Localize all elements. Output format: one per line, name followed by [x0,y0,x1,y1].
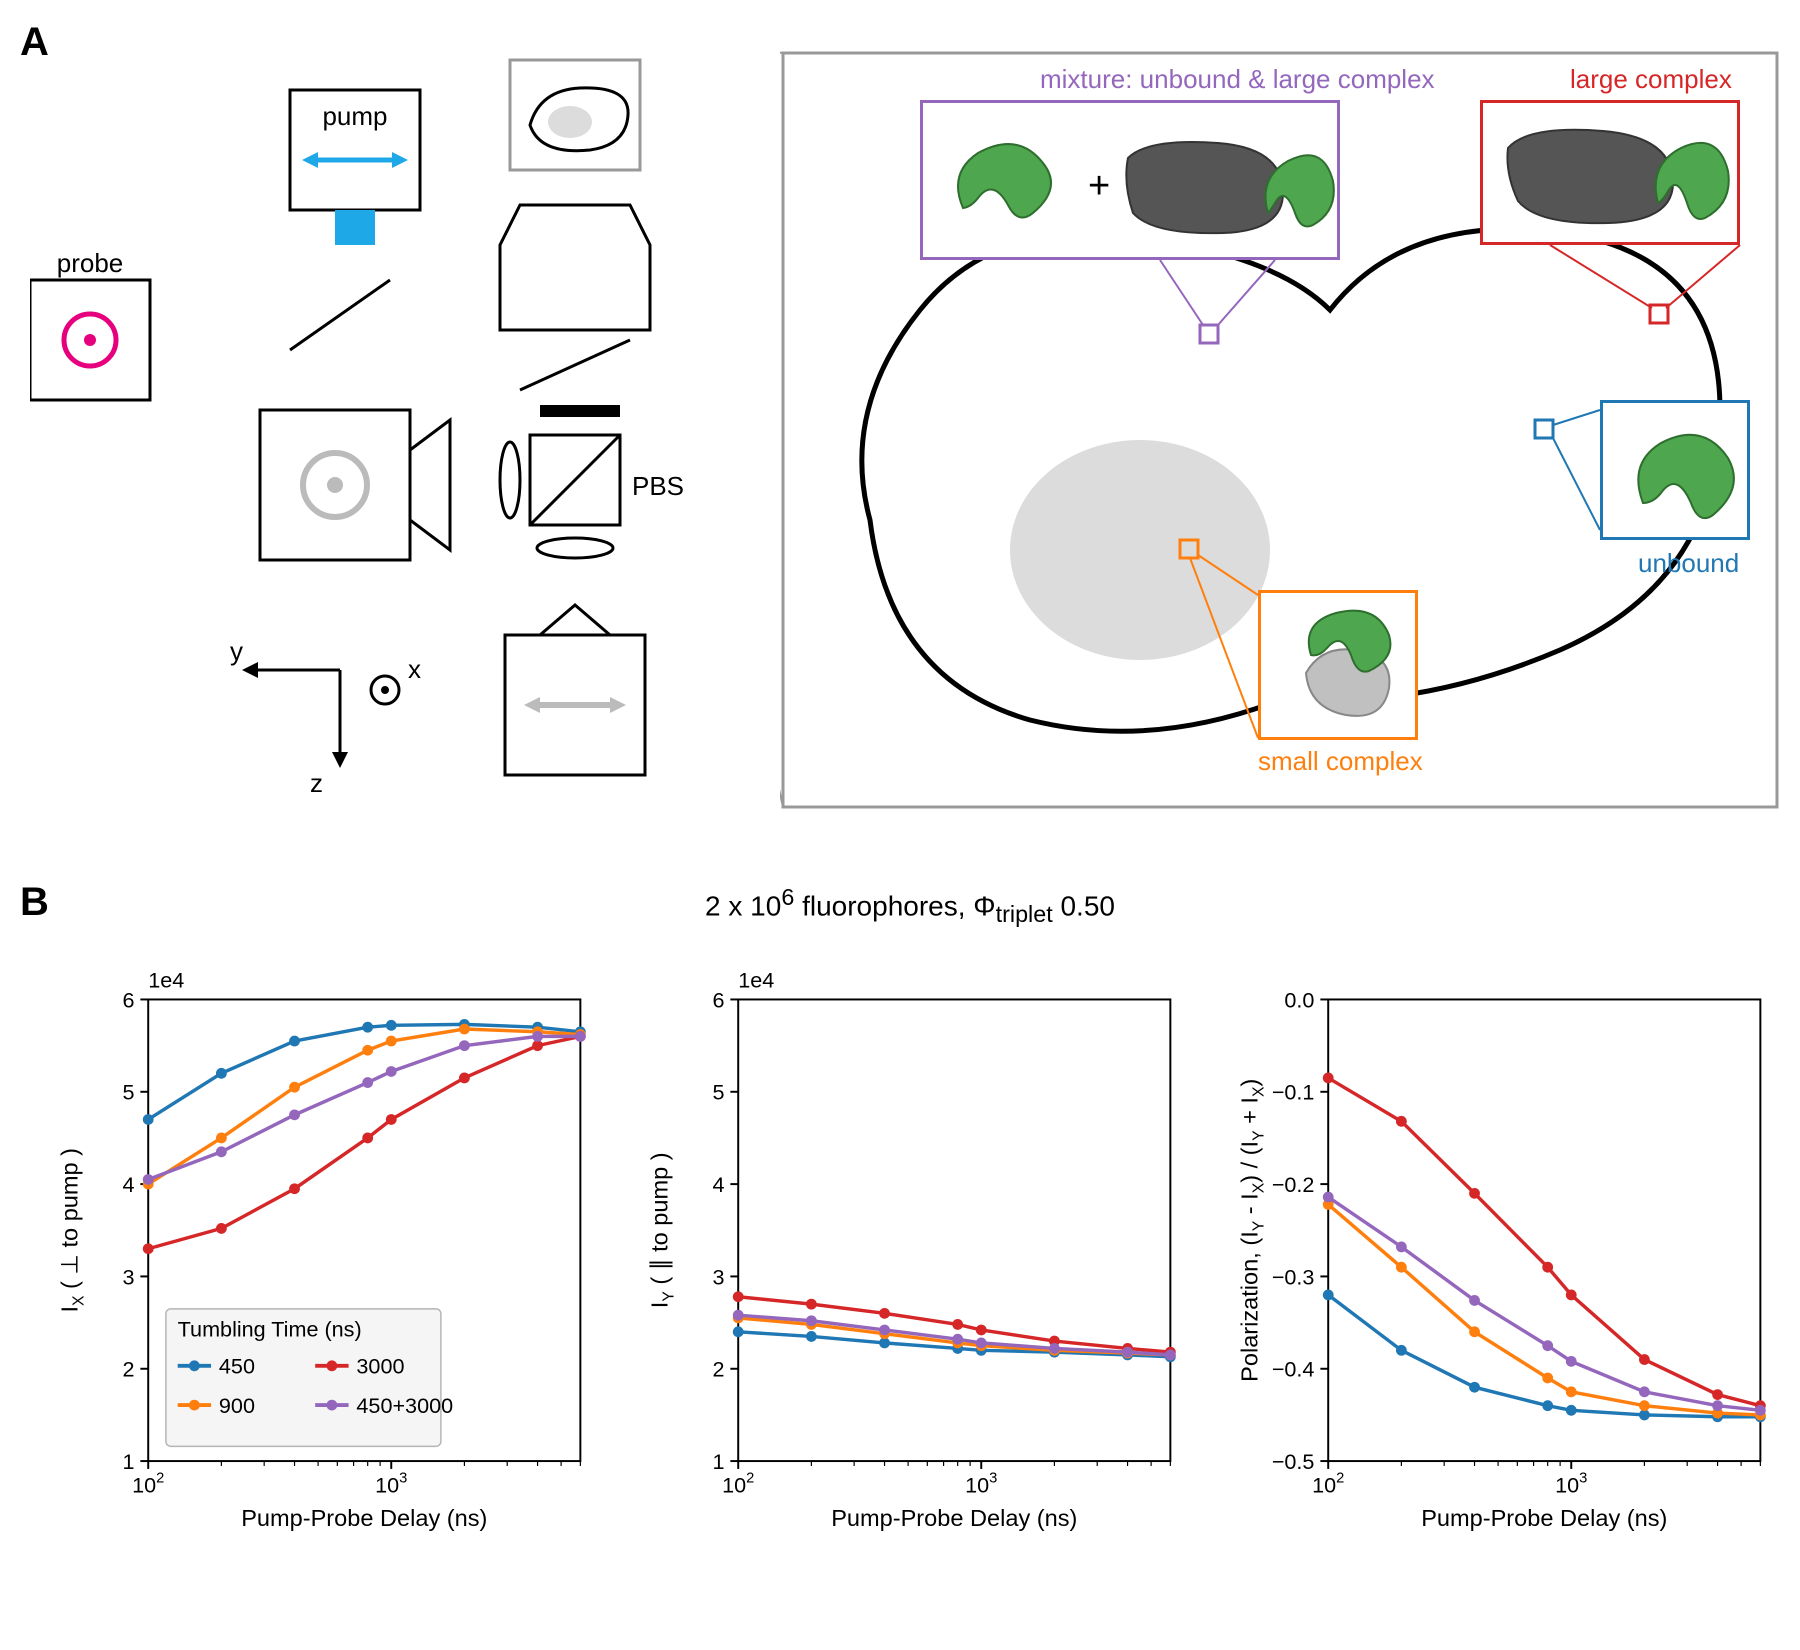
svg-text:450+3000: 450+3000 [356,1393,453,1418]
svg-text:4: 4 [712,1172,724,1197]
small-callout [1258,590,1418,740]
svg-text:900: 900 [219,1393,255,1418]
chart-pol: −0.5 −0.4 −0.3 −0.2 −0.1 0.0 102 103 Pump-Probe … [1230,925,1780,1565]
svg-text:3: 3 [712,1264,724,1289]
optical-schematic: probe pump y z x [30,50,750,840]
svg-text:pump: pump [322,101,387,131]
svg-text:z: z [310,768,323,798]
coordinate-axes: y z x [230,636,421,798]
svg-text:IY ( ∥ to pump ): IY ( ∥ to pump ) [647,1152,678,1308]
svg-text:103: 103 [1555,1471,1587,1498]
svg-text:3000: 3000 [356,1354,404,1379]
objective-lens-icon [500,205,650,330]
unbound-callout [1600,400,1750,540]
chart-iy: 1 2 3 4 5 6 102 103 1e4 Pump-Probe Delay (ns) IY (… [640,925,1190,1565]
mirror-1 [290,280,390,350]
svg-text:−0.5: −0.5 [1272,1449,1315,1474]
svg-text:PBS: PBS [632,471,684,501]
svg-text:2: 2 [712,1357,724,1382]
specimen-thumbnail [510,60,640,170]
svg-text:102: 102 [132,1471,164,1498]
chart-ix: 1 2 3 4 5 6 102 103 1e4 Pump-Probe Delay (ns) IX (… [50,925,600,1565]
svg-text:103: 103 [965,1471,997,1498]
svg-text:Pump-Probe Delay (ns): Pump-Probe Delay (ns) [241,1505,487,1531]
svg-text:−0.3: −0.3 [1272,1264,1315,1289]
svg-text:−0.1: −0.1 [1272,1080,1315,1105]
svg-text:Polarization, (IY - IX) / (IY: Polarization, (IY - IX) / (IY + IX) [1237,1079,1268,1382]
nucleus [1010,440,1270,660]
cell-diagram: mixture: unbound & large complex + large… [780,50,1780,810]
svg-text:103: 103 [375,1471,407,1498]
detector-icon [505,605,645,775]
svg-text:y: y [230,636,243,666]
svg-text:102: 102 [1312,1471,1344,1498]
svg-text:Tumbling Time (ns): Tumbling Time (ns) [178,1316,362,1341]
svg-text:x: x [408,654,421,684]
svg-text:1: 1 [122,1449,134,1474]
svg-text:IX ( ⊥ to pump ): IX ( ⊥ to pump ) [57,1148,88,1313]
mixture-label: mixture: unbound & large complex [1040,64,1435,95]
probe-box: probe [30,248,150,400]
svg-text:5: 5 [712,1080,724,1105]
svg-text:3: 3 [122,1264,134,1289]
mirror-2 [520,340,630,390]
svg-text:6: 6 [712,987,724,1012]
svg-text:1e4: 1e4 [738,968,774,993]
svg-text:−0.4: −0.4 [1272,1357,1315,1382]
large-callout [1480,100,1740,245]
svg-text:0.0: 0.0 [1284,987,1314,1012]
probe-label: probe [57,248,124,278]
svg-text:4: 4 [122,1172,134,1197]
svg-text:Pump-Probe Delay (ns): Pump-Probe Delay (ns) [1421,1505,1667,1531]
unbound-label: unbound [1638,548,1739,579]
svg-text:2: 2 [122,1357,134,1382]
panel-b-title: 2 x 106 fluorophores, Φtriplet 0.50 [560,884,1260,928]
svg-text:5: 5 [122,1080,134,1105]
svg-text:+: + [1088,165,1110,207]
svg-text:450: 450 [219,1354,255,1379]
svg-text:6: 6 [122,987,134,1012]
mixture-callout: + [920,100,1340,260]
large-label: large complex [1570,64,1732,95]
pbs-icon: PBS [500,405,684,558]
panel-b: B 2 x 106 fluorophores, Φtriplet 0.50 1 2… [20,880,1780,1630]
svg-text:Pump-Probe Delay (ns): Pump-Probe Delay (ns) [831,1505,1077,1531]
svg-text:102: 102 [722,1471,754,1498]
panel-a: A probe pump [20,20,1780,850]
small-label: small complex [1258,746,1423,777]
svg-text:1: 1 [712,1449,724,1474]
pump-box: pump [290,90,420,245]
panel-b-label: B [20,880,49,925]
svg-text:−0.2: −0.2 [1272,1172,1315,1197]
camera-icon [260,410,450,560]
svg-text:1e4: 1e4 [148,968,184,993]
